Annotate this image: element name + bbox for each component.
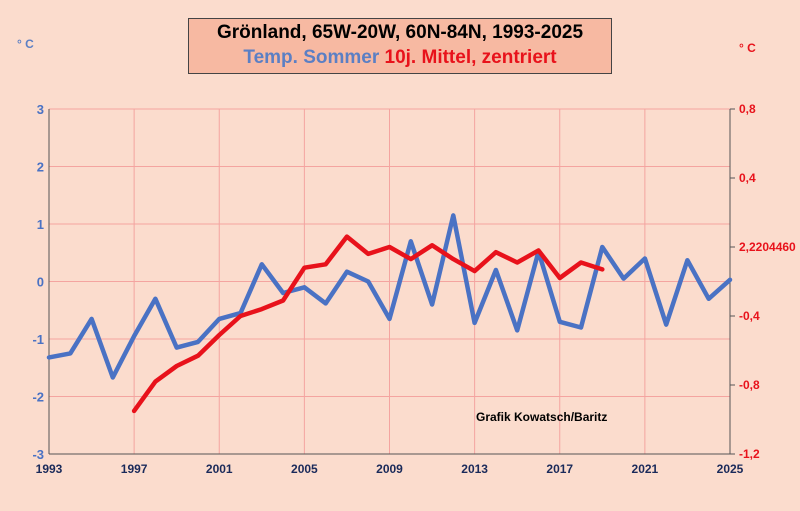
y-right-tick-label: -0,4 (739, 309, 760, 323)
y-right-tick-label: 2,2204460 (739, 240, 796, 254)
x-tick-label: 2001 (206, 462, 233, 476)
x-tick-label: 2005 (291, 462, 318, 476)
y-left-tick-label: -1 (32, 332, 44, 347)
chart-credit: Grafik Kowatsch/Baritz (476, 410, 608, 424)
y-left-tick-label: -3 (32, 447, 44, 462)
x-tick-label: 1997 (121, 462, 148, 476)
y-right-tick-label: -0,8 (739, 378, 760, 392)
y-left-tick-label: 0 (37, 275, 44, 290)
y-right-tick-label: -1,2 (739, 447, 760, 461)
chart-title-box: Grönland, 65W-20W, 60N-84N, 1993-2025 Te… (188, 18, 612, 74)
legend-temp-sommer: Temp. Sommer (243, 47, 380, 68)
series-line-temp-sommer (46, 213, 733, 380)
right-axis-unit: ° C (739, 41, 756, 55)
legend-10j-mittel: 10j. Mittel, zentriert (384, 47, 557, 68)
x-tick-label: 2017 (546, 462, 573, 476)
y-left-tick-label: 3 (37, 102, 44, 117)
series-line-10j-mittel (131, 234, 605, 414)
grid-lines (48, 108, 731, 455)
x-tick-label: 1993 (36, 462, 63, 476)
x-tick-label: 2025 (717, 462, 744, 476)
x-tick-label: 2009 (376, 462, 403, 476)
left-axis-unit: ° C (17, 37, 34, 51)
y-right-tick-label: 0,4 (739, 171, 756, 185)
y-left-tick-label: 1 (37, 217, 44, 232)
tick-labels: 3 2 1 0 -1 -2 -3 0,8 0,4 2,2204460 -0,4 -0,8 -1,2 199… (32, 102, 796, 476)
chart-subtitle: Temp. Sommer 10j. Mittel, zentriert (189, 47, 611, 69)
x-tick-label: 2021 (632, 462, 659, 476)
series-lines (46, 213, 733, 414)
y-left-tick-label: -2 (32, 390, 44, 405)
y-right-tick-label: 0,8 (739, 102, 756, 116)
x-tick-label: 2013 (461, 462, 488, 476)
y-left-tick-label: 2 (37, 160, 44, 175)
chart-title: Grönland, 65W-20W, 60N-84N, 1993-2025 (216, 22, 584, 43)
